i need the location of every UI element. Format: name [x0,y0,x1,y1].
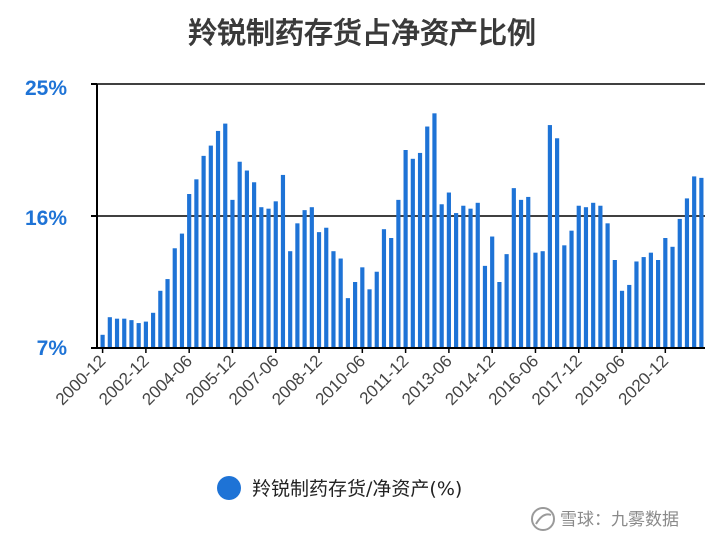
watermark: 雪球：九雾数据 [531,507,679,531]
bar[interactable] [165,279,170,348]
bar[interactable] [468,208,473,348]
bar[interactable] [389,238,394,348]
bar[interactable] [266,208,271,348]
bar[interactable] [576,205,581,348]
bar[interactable] [634,261,639,348]
bar[interactable] [663,238,668,348]
bar[interactable] [497,282,502,348]
bar[interactable] [490,236,495,348]
bar[interactable] [338,258,343,348]
bar[interactable] [237,161,242,348]
bar[interactable] [504,254,509,348]
bar[interactable] [273,201,278,348]
bar[interactable] [107,317,112,348]
bar[interactable] [288,251,293,348]
bar[interactable] [641,257,646,348]
bar[interactable] [172,248,177,348]
bar[interactable] [194,179,199,348]
bar[interactable] [598,205,603,348]
bar[interactable] [179,233,185,348]
bar[interactable] [215,130,221,348]
bar[interactable] [670,246,675,348]
bar[interactable] [280,174,286,348]
bar[interactable] [684,198,690,348]
bar[interactable] [518,199,524,348]
bar[interactable] [367,289,372,348]
bar[interactable] [619,290,625,348]
bar[interactable] [511,188,516,348]
bar[interactable] [446,192,451,348]
legend-label: 羚锐制药存货/净资产(%) [252,478,462,500]
bar[interactable] [353,282,358,348]
watermark-text: 雪球：九雾数据 [560,510,679,530]
y-tick-label-min: 7% [37,337,68,360]
bar[interactable] [302,210,307,348]
bar[interactable] [316,232,322,348]
bar[interactable] [374,271,379,348]
bar[interactable] [526,196,531,348]
x-tick-labels: 2000-122002-122004-062005-122007-062008-… [52,348,672,409]
bar[interactable] [331,251,336,348]
bar[interactable] [692,176,697,348]
bar[interactable] [533,252,538,348]
y-tick-label-mid: 16% [25,207,67,230]
bar[interactable] [309,207,314,348]
bar[interactable] [699,177,704,348]
bar[interactable] [208,145,213,348]
bar[interactable] [396,199,401,348]
bars [100,113,704,348]
bar[interactable] [230,199,235,348]
bar[interactable] [345,298,350,348]
bar[interactable] [562,245,567,348]
bar[interactable] [425,126,430,348]
bar[interactable] [122,318,127,348]
bar[interactable] [482,265,488,348]
bar[interactable] [187,194,192,348]
bar[interactable] [417,152,423,348]
bar[interactable] [324,227,329,348]
bar[interactable] [410,158,415,348]
snowball-logo-icon [531,507,555,531]
legend-marker-icon [217,476,241,500]
chart-title: 羚锐制药存货占净资产比例 [188,16,536,50]
bar[interactable] [461,205,466,348]
bar[interactable] [295,223,300,348]
bar[interactable] [612,260,617,348]
legend[interactable]: 羚锐制药存货/净资产(%) [217,476,462,500]
bar[interactable] [403,150,408,348]
bar[interactable] [540,251,545,348]
bar[interactable] [151,312,156,348]
bar[interactable] [158,290,163,348]
bar[interactable] [143,321,148,348]
bar[interactable] [648,252,653,348]
bar[interactable] [136,323,141,348]
bar[interactable] [591,202,596,348]
bar[interactable] [475,202,480,348]
bar[interactable] [114,318,120,348]
bar[interactable] [656,260,661,348]
bar[interactable] [454,213,459,348]
bar[interactable] [252,182,257,348]
bar[interactable] [677,218,682,348]
bar[interactable] [360,267,365,348]
bar[interactable] [627,284,632,348]
bar[interactable] [129,320,134,348]
bar[interactable] [605,223,610,348]
bar[interactable] [439,204,444,348]
bar[interactable] [259,207,264,348]
bar[interactable] [100,334,105,348]
bar[interactable] [555,138,560,348]
bar[interactable] [381,229,387,348]
bar[interactable] [569,230,574,348]
bar[interactable] [201,155,206,348]
bar[interactable] [547,125,552,348]
bar[interactable] [223,123,228,348]
y-tick-label-max: 25% [25,77,67,100]
bar[interactable] [432,113,437,348]
bar[interactable] [244,170,249,348]
bar[interactable] [583,207,589,348]
